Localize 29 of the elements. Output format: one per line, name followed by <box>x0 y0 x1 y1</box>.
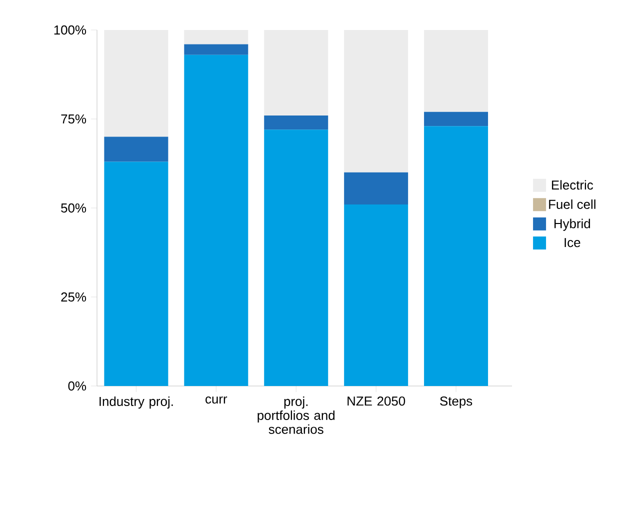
bar <box>264 30 328 116</box>
bar <box>104 136 168 162</box>
y-tick-label: 75% <box>61 114 86 124</box>
y-tick-label: 50% <box>61 203 86 213</box>
bar <box>424 112 488 126</box>
x-tick-label: Steps <box>440 396 472 408</box>
bar <box>344 30 408 172</box>
bar <box>424 30 488 112</box>
bar <box>424 126 488 386</box>
bar <box>264 115 328 130</box>
bar <box>264 130 328 386</box>
y-tick-label: 0% <box>68 381 86 391</box>
x-tick-label: proj. portfolios and scenarios <box>258 396 334 434</box>
legend-label: Fuel cell <box>549 199 596 209</box>
x-tick-label: Industry proj. <box>100 396 173 409</box>
bar <box>184 30 248 44</box>
y-tick-label: 25% <box>61 292 86 302</box>
legend-label: Ice <box>564 238 580 248</box>
bar <box>184 54 248 386</box>
legend-label: Electric <box>552 180 594 190</box>
x-tick-label: curr <box>206 396 228 404</box>
y-tick-label: 100% <box>54 25 86 35</box>
bar <box>184 44 248 55</box>
bar <box>344 204 408 386</box>
bar <box>104 162 168 386</box>
bar <box>104 30 168 137</box>
legend-label: Hybrid <box>554 218 590 231</box>
bar <box>344 172 408 204</box>
x-tick-label: NZE 2050 <box>348 396 406 406</box>
